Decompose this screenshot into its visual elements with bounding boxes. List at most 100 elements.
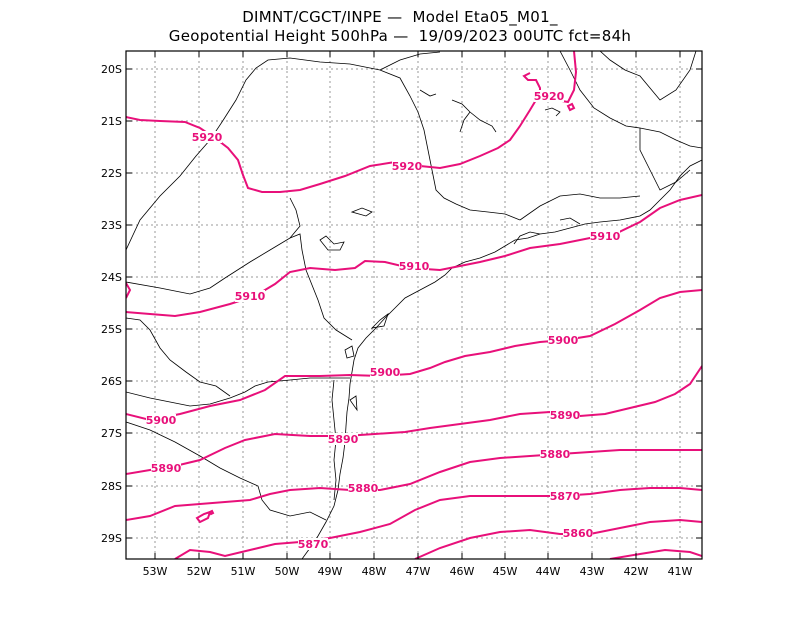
- contour-label-bg: [590, 230, 620, 242]
- lat-tick-label: 22S: [101, 167, 122, 180]
- lagoon: [350, 207, 373, 217]
- reservoir: [451, 99, 497, 133]
- lon-tick-label: 51W: [231, 565, 256, 578]
- contour-label-bg: [146, 414, 176, 426]
- lon-tick-label: 44W: [536, 565, 561, 578]
- contour-label-5900: 5900: [548, 334, 579, 347]
- lon-tick-label: 53W: [143, 565, 168, 578]
- coastline-and-borders: [126, 51, 702, 559]
- contour-label-bg: [540, 448, 570, 460]
- lon-tick-label: 50W: [275, 565, 300, 578]
- contour-label-5900: 5900: [370, 366, 401, 379]
- contour-line-5880: [126, 449, 702, 521]
- contour-label-bg: [235, 290, 265, 302]
- contour-label-bg: [548, 334, 578, 346]
- lat-tick-label: 26S: [101, 375, 122, 388]
- contour-label-bg: [550, 409, 580, 421]
- state-border: [289, 197, 301, 239]
- contour-label-5910: 5910: [235, 290, 266, 303]
- contour-line-5850: [609, 548, 702, 559]
- state-border: [639, 128, 691, 191]
- map-title-line2: Geopotential Height 500hPa — 19/09/2023 …: [168, 27, 632, 45]
- contour-label-bg: [399, 260, 429, 272]
- contour-label-bg: [392, 160, 422, 172]
- contour-label-5920: 5920: [192, 131, 223, 144]
- axis-ticks: [126, 51, 702, 559]
- contour-line-5870: [174, 487, 702, 559]
- state-border: [559, 51, 702, 149]
- contour-line-5870: [208, 509, 215, 516]
- state-border: [126, 57, 521, 251]
- contour-line-5890: [126, 365, 702, 475]
- bay: [559, 217, 581, 225]
- contour-label-5880: 5880: [348, 482, 379, 495]
- lon-tick-label: 52W: [187, 565, 212, 578]
- map-title-line1: DIMNT/CGCT/INPE — Model Eta05_M01_: [242, 8, 558, 26]
- lat-tick-label: 20S: [101, 63, 122, 76]
- island: [344, 345, 355, 359]
- contour-label-5870: 5870: [550, 490, 581, 503]
- contour-label-5910: 5910: [590, 230, 621, 243]
- lat-tick-label: 28S: [101, 480, 122, 493]
- contour-label-5920: 5920: [392, 160, 423, 173]
- lat-tick-label: 29S: [101, 532, 122, 545]
- contour-label-5890: 5890: [550, 409, 581, 422]
- graticule: [126, 51, 702, 559]
- lagoon: [319, 235, 345, 251]
- contour-line-5860: [414, 518, 702, 559]
- state-border: [126, 421, 327, 521]
- reservoir: [544, 107, 561, 117]
- state-border: [379, 51, 441, 71]
- lon-tick-label: 48W: [362, 565, 387, 578]
- lat-tick-label: 23S: [101, 219, 122, 232]
- lagoon: [419, 89, 437, 97]
- contour-label-bg: [348, 482, 378, 494]
- contour-line-5910: [126, 194, 702, 318]
- lon-tick-label: 46W: [450, 565, 475, 578]
- contour-label-bg: [328, 433, 358, 445]
- map-frame: [125, 50, 703, 560]
- lon-tick-label: 49W: [318, 565, 343, 578]
- lat-tick-label: 27S: [101, 427, 122, 440]
- contour-label-bg: [192, 131, 222, 143]
- contour-line-5910: [126, 282, 132, 299]
- contour-line-5870: [195, 510, 212, 524]
- contour-label-bg: [563, 527, 593, 539]
- contour-label-bg: [534, 90, 564, 102]
- contour-label-5890: 5890: [151, 462, 182, 475]
- contour-line-5920: [566, 102, 576, 112]
- lon-tick-label: 42W: [624, 565, 649, 578]
- contour-label-bg: [550, 490, 580, 502]
- contour-label-5880: 5880: [540, 448, 571, 461]
- contour-label-5860: 5860: [563, 527, 594, 540]
- contour-line-5900: [126, 289, 702, 422]
- state-border: [599, 51, 697, 101]
- state-border: [126, 377, 350, 407]
- lon-tick-label: 41W: [668, 565, 693, 578]
- state-border: [519, 193, 641, 221]
- lat-tick-label: 25S: [101, 323, 122, 336]
- lon-tick-label: 43W: [580, 565, 605, 578]
- contour-label-bg: [370, 366, 400, 378]
- contour-labels: 5920 5920 5920 5910 5910 5910 5900 5900 5900 5890…: [146, 90, 621, 551]
- lon-tick-label: 45W: [493, 565, 518, 578]
- contour-line-5920: [522, 72, 541, 96]
- coastline: [301, 159, 702, 559]
- country-border: [126, 317, 231, 397]
- contour-label-bg: [151, 462, 181, 474]
- contour-label-5910: 5910: [399, 260, 430, 273]
- island: [349, 395, 358, 412]
- contour-label-5870: 5870: [298, 538, 329, 551]
- contour-label-bg: [298, 538, 328, 550]
- contour-label-5900: 5900: [146, 414, 177, 427]
- lat-tick-label: 21S: [101, 115, 122, 128]
- axis-tick-labels: 20S 21S 22S 23S 24S 25S 26S 27S 28S 29S 53W 52W 51W 5…: [101, 63, 693, 578]
- state-border: [126, 233, 353, 341]
- contour-label-5920: 5920: [534, 90, 565, 103]
- lon-tick-label: 47W: [406, 565, 431, 578]
- bay: [513, 231, 541, 245]
- lat-tick-label: 24S: [101, 271, 122, 284]
- contour-label-5890: 5890: [328, 433, 359, 446]
- island: [370, 312, 389, 329]
